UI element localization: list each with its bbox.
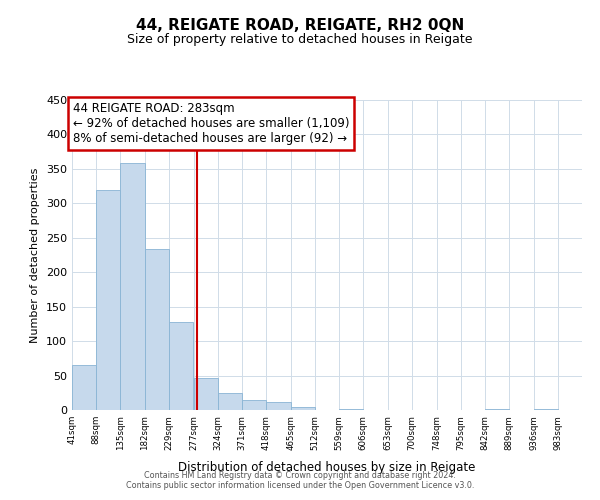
X-axis label: Distribution of detached houses by size in Reigate: Distribution of detached houses by size … <box>178 461 476 474</box>
Bar <box>169 322 193 410</box>
Text: 44 REIGATE ROAD: 283sqm
← 92% of detached houses are smaller (1,109)
8% of semi-: 44 REIGATE ROAD: 283sqm ← 92% of detache… <box>73 102 350 145</box>
Text: Contains HM Land Registry data © Crown copyright and database right 2024.
Contai: Contains HM Land Registry data © Crown c… <box>126 470 474 490</box>
Bar <box>242 400 266 410</box>
Bar <box>72 365 96 410</box>
Text: 44, REIGATE ROAD, REIGATE, RH2 0QN: 44, REIGATE ROAD, REIGATE, RH2 0QN <box>136 18 464 32</box>
Bar <box>290 407 315 410</box>
Bar <box>96 190 121 410</box>
Bar <box>145 250 169 410</box>
Text: Size of property relative to detached houses in Reigate: Size of property relative to detached ho… <box>127 32 473 46</box>
Bar <box>121 164 145 410</box>
Bar <box>266 402 290 410</box>
Bar <box>218 394 242 410</box>
Y-axis label: Number of detached properties: Number of detached properties <box>31 168 40 342</box>
Bar <box>194 378 218 410</box>
